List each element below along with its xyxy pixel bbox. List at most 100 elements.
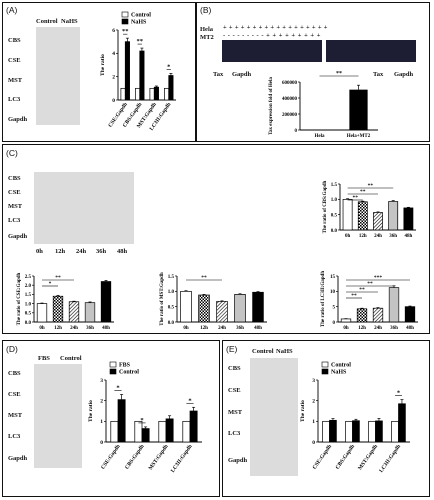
legend-label: Control bbox=[331, 363, 351, 369]
blot-lane-label: Control bbox=[60, 355, 82, 362]
x-tick-label: LC3II:Gapdh bbox=[378, 444, 402, 474]
blot-row-label: CBS bbox=[8, 370, 21, 377]
legend-swatch bbox=[121, 18, 129, 25]
legend-swatch bbox=[109, 361, 117, 368]
y-tick-label: 600000 bbox=[282, 81, 298, 86]
blot-row-label: MST bbox=[8, 77, 23, 84]
bar-nahs bbox=[375, 420, 383, 443]
bar bbox=[357, 201, 368, 231]
significance-mark: * bbox=[49, 281, 52, 287]
gel-arrow-label: Gapdh bbox=[394, 71, 414, 78]
x-tick-label: 48h bbox=[405, 234, 413, 239]
x-tick-label: 0h bbox=[343, 326, 349, 331]
blot-lane-label: FBS bbox=[38, 355, 50, 362]
significance-mark: ** bbox=[201, 275, 207, 281]
y-tick-label: 200000 bbox=[282, 113, 298, 118]
y-tick-label: 0.0 bbox=[168, 321, 175, 326]
blot-row-label: CBS bbox=[228, 365, 241, 372]
bar bbox=[403, 207, 414, 231]
significance-mark: ** bbox=[368, 183, 374, 189]
y-tick-label: 3 bbox=[100, 378, 103, 384]
y-tick-label: 4 bbox=[112, 51, 115, 57]
blot-row-label: LC3 bbox=[8, 217, 21, 224]
bar-control bbox=[345, 420, 353, 443]
y-tick-label: 1.0 bbox=[331, 198, 338, 203]
bar-nahs bbox=[398, 403, 406, 443]
blot-lane-label: NaHS bbox=[276, 348, 293, 355]
bar-control bbox=[141, 428, 150, 443]
legend-swatch bbox=[321, 368, 329, 375]
panel-label-c: (C) bbox=[6, 148, 18, 158]
y-axis-label: The ratio bbox=[300, 400, 306, 422]
panel-label-e: (E) bbox=[226, 344, 238, 354]
x-tick-label: 0h bbox=[39, 326, 45, 331]
bar-nahs bbox=[352, 420, 360, 443]
y-tick-label: 0.0 bbox=[331, 229, 338, 234]
y-tick-label: 10 bbox=[330, 290, 336, 295]
legend-label: FBS bbox=[119, 363, 131, 369]
bar-control bbox=[165, 418, 174, 443]
x-tick-label: 36h bbox=[236, 326, 244, 331]
blot-row-label: CSE bbox=[8, 57, 21, 64]
bar-fbs bbox=[182, 420, 191, 443]
bar bbox=[388, 201, 399, 231]
y-tick-label: 1.5 bbox=[168, 275, 175, 280]
blot-row-label: MST bbox=[8, 412, 23, 419]
x-tick-label: 0h bbox=[345, 234, 351, 239]
blot-row-label: Gapdh bbox=[228, 457, 248, 464]
x-tick-label: 36h bbox=[389, 234, 397, 239]
blot-row-label: LC3 bbox=[228, 430, 241, 437]
x-tick-label: 48h bbox=[406, 326, 414, 331]
gel-arrow-label: Gapdh bbox=[232, 71, 252, 78]
y-axis-label: The ratio bbox=[100, 54, 106, 76]
legend-label: Control bbox=[131, 13, 151, 19]
y-tick-label: 400000 bbox=[282, 97, 298, 102]
bar bbox=[252, 291, 264, 323]
bar bbox=[340, 318, 352, 323]
y-tick-label: 1.5 bbox=[331, 183, 338, 188]
x-tick-label: CSE:Gapdh bbox=[100, 444, 121, 471]
x-tick-label: 48h bbox=[102, 326, 110, 331]
y-tick-label: 1 bbox=[312, 419, 315, 425]
y-tick-label: 0.5 bbox=[168, 305, 175, 310]
x-tick-label: CSE:Gapdh bbox=[312, 444, 333, 471]
bar-nahs bbox=[329, 419, 337, 443]
blot-row-label: LC3 bbox=[8, 96, 21, 103]
significance-mark: * bbox=[140, 417, 143, 424]
bar-fbs bbox=[158, 420, 167, 443]
y-axis-label: The ratio bbox=[88, 400, 94, 422]
bar-control bbox=[322, 420, 330, 443]
blot-row-label: CSE bbox=[8, 391, 21, 398]
y-tick-label: 6 bbox=[112, 28, 115, 34]
bar-control bbox=[120, 87, 126, 101]
significance-mark: * bbox=[397, 390, 400, 397]
y-tick-label: 1.5 bbox=[25, 293, 32, 298]
bar bbox=[356, 308, 368, 323]
blot-lane-label: NaHS bbox=[61, 18, 78, 25]
bar bbox=[100, 281, 112, 323]
y-tick-label: 1.0 bbox=[168, 290, 175, 295]
blot-lane-label: 48h bbox=[117, 248, 128, 255]
y-tick-label: 0 bbox=[100, 440, 103, 446]
significance-mark: *** bbox=[374, 275, 383, 281]
bar-fbs bbox=[110, 420, 119, 443]
x-tick-label: Hela bbox=[315, 134, 325, 139]
y-tick-label: 0.5 bbox=[25, 312, 32, 317]
bar bbox=[349, 89, 368, 131]
blot-row-label: Gapdh bbox=[8, 233, 28, 240]
y-tick-label: 1 bbox=[100, 419, 103, 425]
panel-label-d: (D) bbox=[6, 344, 18, 354]
x-tick-label: 24h bbox=[70, 326, 78, 331]
y-tick-label: 2.0 bbox=[25, 284, 32, 289]
western-blot-a bbox=[36, 27, 80, 125]
legend-swatch bbox=[121, 11, 129, 18]
significance-mark: ** bbox=[336, 71, 342, 77]
significance-mark: ** bbox=[122, 28, 129, 35]
y-axis-label: Tax expression fold of Hela bbox=[269, 77, 274, 135]
bar bbox=[216, 301, 228, 323]
bar-control bbox=[391, 420, 399, 443]
y-tick-label: 15 bbox=[330, 275, 336, 280]
blot-row-label: MST bbox=[8, 203, 23, 210]
y-tick-label: 2 bbox=[100, 398, 103, 404]
blot-row-label: CSE bbox=[8, 189, 21, 196]
